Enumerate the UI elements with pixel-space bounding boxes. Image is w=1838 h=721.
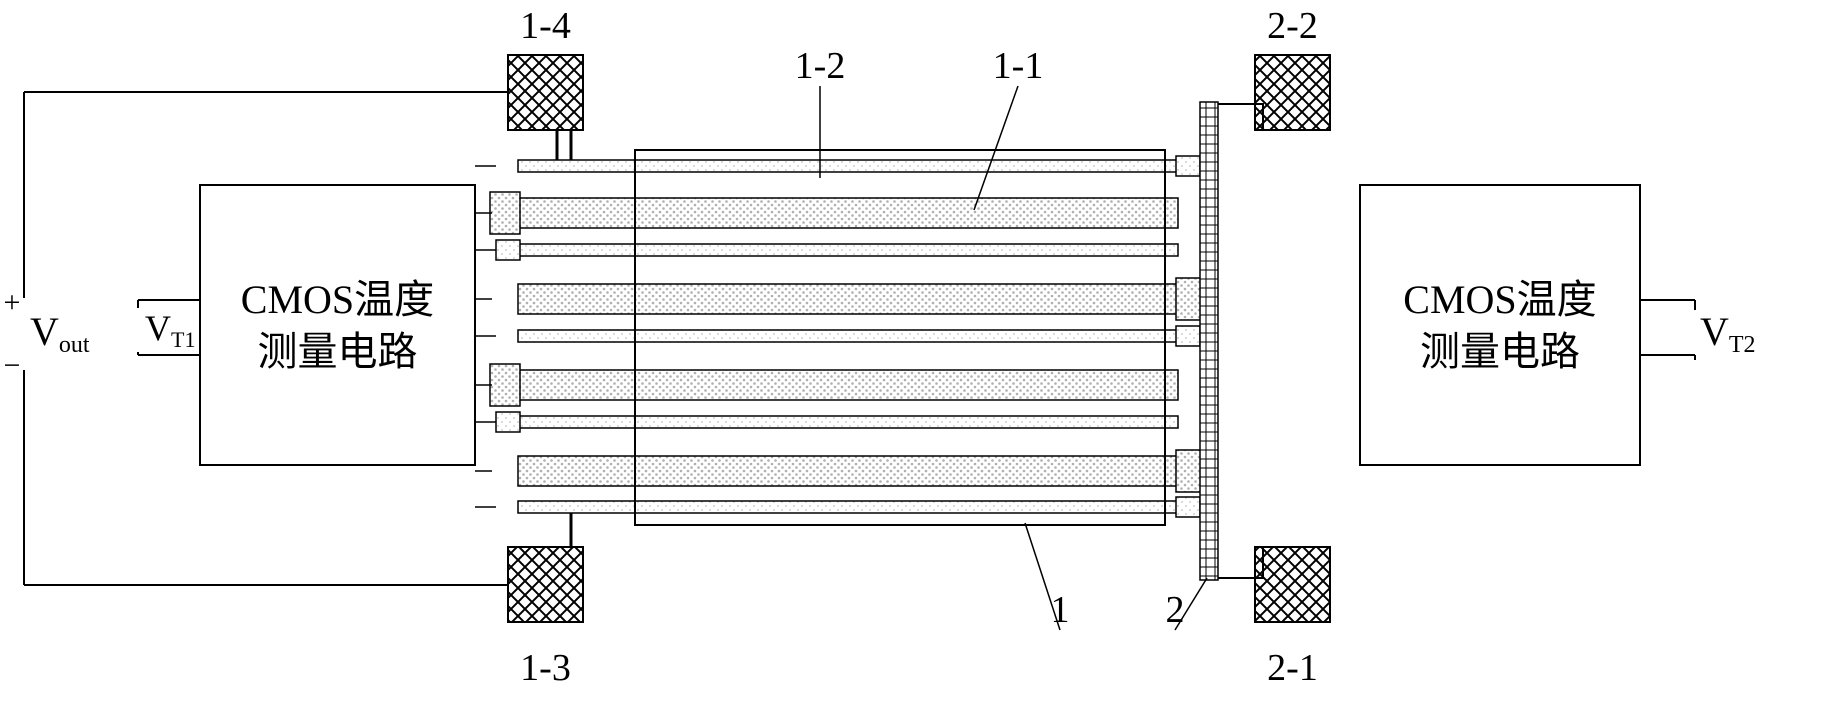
svg-text:CMOS温度: CMOS温度 [1403, 277, 1596, 322]
pad-1-3: 1-3 [508, 547, 583, 689]
finger-thin [518, 501, 1178, 513]
svg-text:1-4: 1-4 [520, 5, 571, 47]
svg-text:1-2: 1-2 [795, 45, 846, 87]
pad-1-4: 1-4 [508, 5, 583, 130]
svg-text:2: 2 [1166, 589, 1185, 631]
finger-thin [518, 244, 1178, 256]
svg-text:VT2: VT2 [1700, 309, 1756, 358]
svg-text:2-1: 2-1 [1267, 647, 1318, 689]
svg-text:测量电路: 测量电路 [1420, 329, 1580, 374]
svg-text:1-3: 1-3 [520, 647, 571, 689]
pad-2-1: 2-1 [1255, 547, 1330, 689]
svg-text:2-2: 2-2 [1267, 5, 1318, 47]
finger-fat [518, 198, 1178, 228]
left-cmos-block: CMOS温度测量电路 [200, 185, 475, 465]
svg-text:Vout: Vout [30, 309, 90, 358]
finger-thin [518, 160, 1178, 172]
finger-fat [518, 370, 1178, 400]
svg-text:+: + [4, 286, 21, 319]
svg-text:CMOS温度: CMOS温度 [241, 277, 434, 322]
svg-text:1: 1 [1051, 589, 1070, 631]
svg-text:VT1: VT1 [145, 308, 195, 352]
pad-2-2: 2-2 [1255, 5, 1330, 130]
finger-fat [518, 456, 1178, 486]
svg-text:1-1: 1-1 [993, 45, 1044, 87]
vout-label: Vout [30, 309, 90, 358]
svg-text:−: − [4, 349, 21, 382]
right-cmos-block: CMOS温度测量电路 [1360, 185, 1640, 465]
heater-bar [1200, 102, 1218, 580]
finger-fat [518, 284, 1178, 314]
finger-thin [518, 416, 1178, 428]
finger-thin [518, 330, 1178, 342]
svg-text:测量电路: 测量电路 [258, 329, 418, 374]
